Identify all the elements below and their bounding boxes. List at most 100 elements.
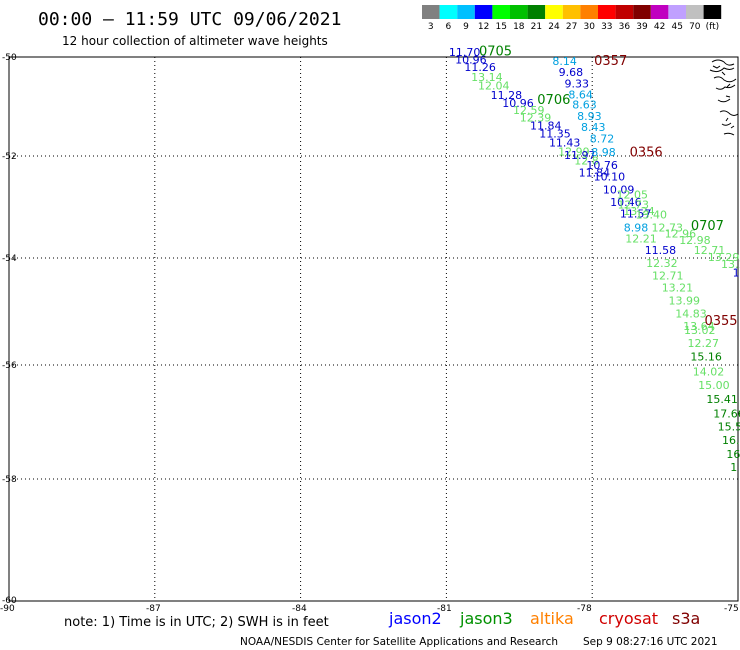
swh-value: 12.21 [625,233,657,246]
swh-value: 11.84 [579,166,611,179]
swh-value: 15.54 [718,421,740,434]
lat-label: -52 [2,152,17,162]
swh-value: 12.59 [513,104,545,117]
scale-swatch [562,5,581,19]
scale-swatch [439,5,458,19]
scale-swatch [527,5,546,19]
swh-value: 11.57 [620,208,652,221]
swh-value: 12.73 [617,199,649,212]
swh-value: 11.43 [549,137,581,150]
swh-value: 13.24 [623,205,655,218]
swh-value: 12.05 [617,188,649,201]
swh-value: 12.32 [646,257,678,270]
swh-value: 10.46 [610,196,642,209]
scale-label: 12 [478,22,489,32]
swh-labels-layer: 11.7010.9611.2613.1412.0411.2810.9612.59… [449,45,740,475]
generated-timestamp: Sep 9 08:27:16 UTC 2021 [583,636,718,648]
color-scale-legend: 3 6 9 12 15 18 21 24 27 30 33 36 39 42 45 70 (ft) [422,5,722,32]
scale-label: 9 [463,22,469,32]
swh-value: 8.14 [552,55,577,68]
sat-jason3: jason3 [459,609,513,628]
scale-label: 70 [689,22,701,32]
swh-value: 13.40 [635,209,667,222]
scale-swatch [474,5,493,19]
swh-value: 12.73 [651,221,683,234]
swh-value: 8.72 [590,133,615,146]
swh-value: 8.64 [568,89,593,102]
lon-label: -81 [437,604,452,614]
lat-axis-labels: -50 -52 -54 -56 -58 -60 [2,53,17,606]
pass-time-label: 0356 [630,146,663,161]
swh-value: 12.04 [478,80,510,93]
lat-label: -54 [2,254,17,264]
lat-label: -58 [2,475,17,485]
scale-label: 27 [566,22,577,32]
swh-value: 11.97 [564,149,596,162]
scale-swatch [668,5,686,19]
swh-value: 12.71 [694,244,726,257]
swh-value: 10.76 [586,159,618,172]
pass-time-label: 0355 [704,314,737,329]
swh-value: 16.4 [722,434,740,447]
sat-jason2: jason2 [388,609,442,628]
scale-swatch [633,5,651,19]
scale-swatch [422,5,440,19]
scale-label: 24 [548,22,560,32]
swh-value: 13.1 [721,258,740,271]
swh-value: 15.41 [706,393,738,406]
scale-label: 39 [636,22,648,32]
lat-lon-grid [9,57,738,601]
swh-value: 12.98 [679,234,711,247]
scale-label: 21 [531,22,542,32]
coastline [709,59,739,136]
pass-time-label: 0705 [479,45,512,60]
swh-value: 11.28 [491,89,522,102]
scale-label: (ft) [706,22,720,32]
page-title: 00:00 – 11:59 UTC 09/06/2021 [38,9,341,30]
lon-label: -84 [292,604,307,614]
scale-label: 18 [513,22,525,32]
swh-value: 10.09 [603,184,635,197]
scale-swatch [457,5,475,19]
swh-value: 10.96 [502,97,534,110]
scale-swatch [510,5,528,19]
swh-value: 8.98 [624,221,649,234]
swh-value: 13.99 [669,295,701,308]
swh-value: 15.00 [698,379,730,392]
swh-value: 11.35 [539,128,571,141]
swh-value: 12.96 [665,228,697,241]
swh-value: 11.26 [464,61,496,74]
scale-label: 33 [601,22,612,32]
scale-swatch [580,5,598,19]
scale-label: 42 [654,22,665,32]
units-note: note: 1) Time is in UTC; 2) SWH is in fe… [64,615,329,630]
swh-value: 1 [730,461,737,474]
swh-value: 13.29 [708,251,740,264]
swh-value: 8.43 [581,121,606,134]
swh-value: 12.27 [687,337,719,350]
swh-value: 12.99 [558,146,590,159]
scale-label: 3 [428,22,434,32]
scale-swatch [545,5,563,19]
swh-value: 11.7 [733,267,740,280]
swh-value: 13.14 [471,71,503,84]
scale-swatch [686,5,704,19]
scale-label: 45 [671,22,682,32]
scale-swatch [703,5,722,19]
lat-label: -60 [2,596,17,606]
sat-s3a: s3a [672,609,700,628]
sat-altika: altika [530,609,574,628]
swh-value: 14.02 [693,365,725,378]
swh-value: 14.83 [675,307,707,320]
swh-value: 10.96 [455,53,487,66]
swh-value: 9.68 [559,66,584,79]
swh-value: 9.33 [564,78,589,91]
lat-label: -56 [2,361,17,371]
lon-axis-labels: -90 -87 -84 -81 -78 -75 [0,604,739,614]
pass-time-label: 0706 [537,93,570,108]
pass-time-label: 0707 [691,219,724,234]
lon-label: -87 [146,604,161,614]
swh-value: 17.66 [713,407,740,420]
scale-swatch [598,5,616,19]
